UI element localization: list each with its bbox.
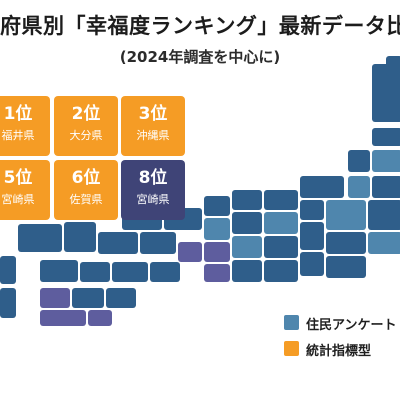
rank-label: 1位 — [3, 104, 33, 124]
map-tile — [326, 200, 366, 230]
prefecture-label: 大分県 — [69, 129, 103, 142]
map-tile — [264, 190, 298, 210]
rank-label: 6位 — [71, 168, 101, 188]
rank-card-1: 1位 福井県 — [0, 96, 50, 156]
rank-card-3: 3位 沖縄県 — [121, 96, 185, 156]
map-tile — [300, 222, 324, 250]
map-tile — [140, 232, 176, 254]
rank-card-8: 8位 宮崎県 — [121, 160, 185, 220]
map-tile — [326, 232, 366, 254]
map-tile — [372, 128, 400, 146]
map-tile — [150, 262, 180, 282]
map-tile — [64, 222, 96, 252]
prefecture-label: 佐賀県 — [69, 193, 103, 206]
map-tile — [372, 64, 400, 122]
rank-card-5: 5位 宮崎県 — [0, 160, 50, 220]
rank-card-6: 6位 佐賀県 — [54, 160, 118, 220]
map-tile — [232, 260, 262, 282]
map-tile — [326, 256, 366, 278]
map-tile — [368, 200, 400, 230]
map-tile — [80, 262, 110, 282]
map-tile — [372, 176, 400, 198]
map-tile — [98, 232, 138, 254]
map-tile — [88, 310, 112, 326]
map-tile — [300, 252, 324, 276]
legend-label: 住民アンケート — [306, 318, 397, 333]
map-tile — [204, 196, 230, 216]
map-tile — [204, 218, 230, 240]
map-tile — [300, 200, 324, 220]
legend-swatch — [284, 315, 299, 330]
map-tile — [232, 236, 262, 258]
map-tile — [264, 260, 298, 282]
map-tile — [348, 150, 370, 172]
map-tile — [386, 56, 400, 76]
map-tile — [300, 176, 344, 198]
map-tile — [40, 310, 86, 326]
rank-label: 8位 — [138, 168, 168, 188]
legend-label: 統計指標型 — [306, 344, 372, 359]
map-tile — [0, 288, 16, 318]
rank-label: 5位 — [3, 168, 33, 188]
map-tile — [40, 288, 70, 308]
legend-swatch — [284, 341, 299, 356]
map-tile — [18, 224, 62, 252]
map-tile — [40, 260, 78, 282]
map-tile — [232, 190, 262, 210]
rank-label: 3位 — [138, 104, 168, 124]
rank-card-2: 2位 大分県 — [54, 96, 118, 156]
map-tile — [368, 232, 400, 254]
prefecture-label: 宮崎県 — [1, 193, 35, 206]
prefecture-label: 沖縄県 — [136, 129, 170, 142]
prefecture-label: 福井県 — [1, 129, 35, 142]
map-tile — [112, 262, 148, 282]
map-tile — [264, 212, 298, 234]
map-tile — [72, 288, 104, 308]
page-subtitle: (2024年調査を中心に) — [119, 48, 281, 66]
map-tile — [204, 264, 230, 282]
map-tile — [178, 242, 202, 262]
map-tile — [204, 242, 230, 262]
map-tile — [232, 212, 262, 234]
map-tile — [0, 256, 16, 284]
map-tile — [264, 236, 298, 258]
map-tile — [372, 150, 400, 172]
page-title: 府県別「幸福度ランキング」最新データ比較 — [0, 14, 400, 38]
map-tile — [106, 288, 136, 308]
prefecture-label: 宮崎県 — [136, 193, 170, 206]
rank-label: 2位 — [71, 104, 101, 124]
map-tile — [348, 176, 370, 198]
